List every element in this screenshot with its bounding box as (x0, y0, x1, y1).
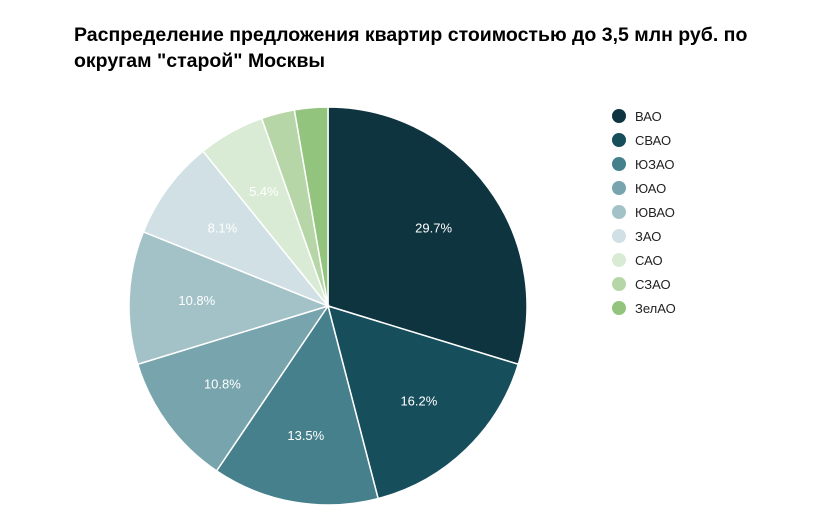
legend-label: ЮАО (635, 180, 667, 196)
pie-slice-4 (136, 304, 330, 472)
slice-value-label: 5.4% (249, 184, 279, 199)
legend-swatch (612, 277, 626, 291)
legend-item: САО (612, 248, 676, 272)
chart-title: Распределение предложения квартир стоимо… (74, 24, 748, 72)
legend-swatch (612, 205, 626, 219)
slice-value-label: 29.7% (415, 220, 452, 235)
pie-slice-2 (326, 304, 520, 500)
legend-item: СВАО (612, 128, 676, 152)
slice-value-label: 8.1% (208, 220, 238, 235)
pie-slice-1 (327, 106, 528, 366)
pie-slice-3 (215, 304, 380, 506)
legend-label: СЗАО (635, 276, 671, 292)
legend-item: ЗелАО (612, 296, 676, 320)
pie-slice-6 (142, 150, 331, 308)
pie-slice-labels: 29.7% 16.2% 13.5% 10.8% 10.8% 8.1% 5.4% (178, 184, 452, 443)
legend-swatch (612, 229, 626, 243)
legend-label: ЗАО (635, 228, 662, 244)
legend-item: ЮАО (612, 176, 676, 200)
legend-label: ЮЗАО (635, 156, 675, 172)
legend-swatch (612, 109, 626, 123)
legend-swatch (612, 301, 626, 315)
pie-slice-5 (128, 230, 331, 366)
legend-item: ЮЗАО (612, 152, 676, 176)
legend-item: ВАО (612, 104, 676, 128)
slice-value-label: 10.8% (178, 293, 215, 308)
slice-value-label: 10.8% (204, 377, 241, 392)
chart-legend: ВАО СВАО ЮЗАО ЮАО ЮВАО ЗАО САО СЗАО ЗелАО (612, 104, 676, 320)
pie-slices (128, 106, 528, 506)
legend-swatch (612, 157, 626, 171)
legend-label: ЗелАО (635, 300, 676, 316)
legend-swatch (612, 253, 626, 267)
legend-item: ЮВАО (612, 200, 676, 224)
legend-swatch (612, 133, 626, 147)
slice-value-label: 16.2% (400, 393, 437, 408)
legend-label: САО (635, 252, 663, 268)
legend-label: ЮВАО (635, 204, 675, 220)
legend-swatch (612, 181, 626, 195)
legend-label: ВАО (635, 108, 662, 124)
pie-slice-9 (293, 106, 329, 307)
legend-label: СВАО (635, 132, 672, 148)
legend-item: СЗАО (612, 272, 676, 296)
legend-item: ЗАО (612, 224, 676, 248)
slice-value-label: 13.5% (287, 428, 324, 443)
